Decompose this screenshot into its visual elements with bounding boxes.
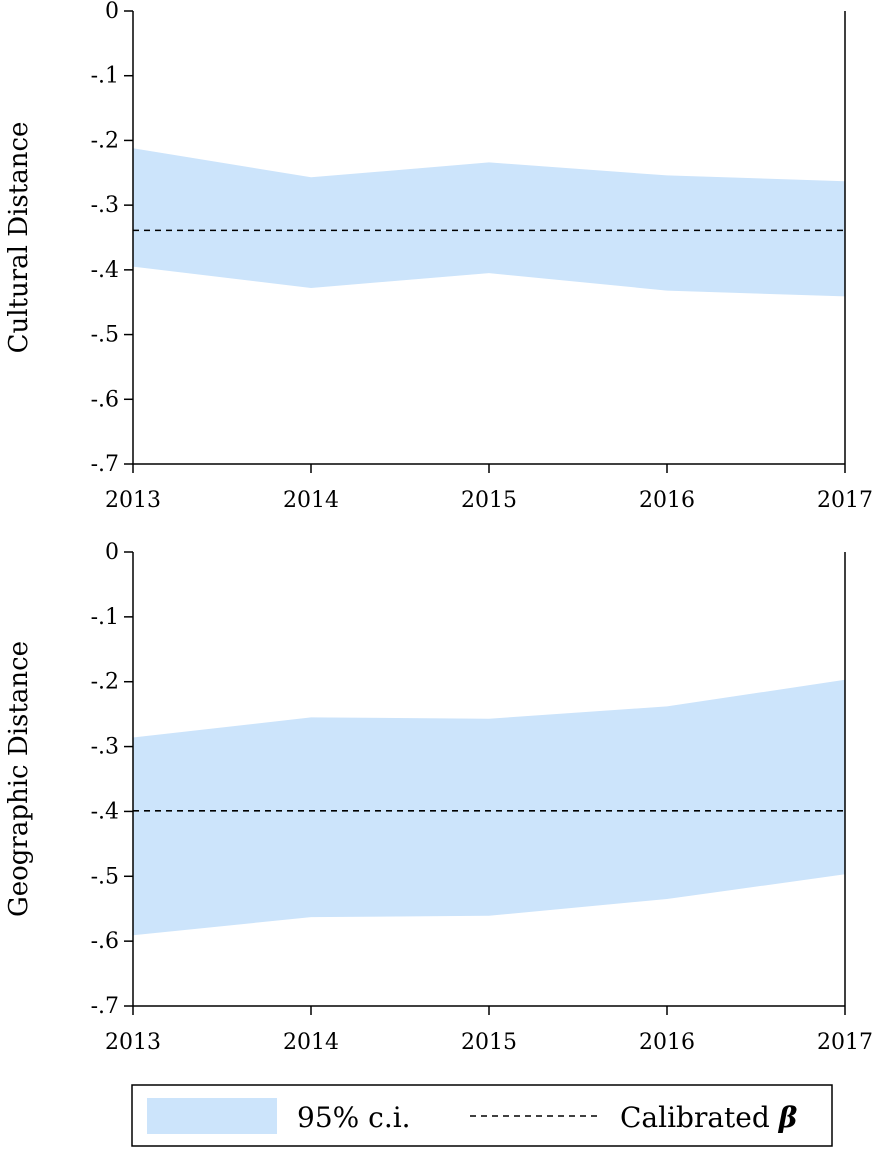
legend-beta-text: Calibrated β [620,1101,798,1134]
legend-ci-label: 95% c.i. [297,1101,411,1134]
y-tick-label: -.5 [91,323,119,348]
y-tick-label: -.2 [91,128,119,153]
y-axis-title: Geographic Distance [4,641,34,917]
y-tick-label: 0 [105,540,119,565]
x-tick-label: 2015 [461,488,517,513]
y-tick-label: -.1 [91,64,119,89]
x-tick-label: 2013 [105,1030,161,1055]
legend: 95% c.i. Calibrated β [131,1084,833,1147]
x-tick-label: 2014 [283,1030,339,1055]
ci-band [133,679,845,936]
y-tick-label: -.7 [91,452,119,477]
y-tick-label: -.4 [91,799,119,824]
legend-beta-label: Calibrated [620,1101,770,1134]
y-tick-label: -.3 [91,193,119,218]
y-tick-label: -.6 [91,387,119,412]
x-tick-label: 2014 [283,488,339,513]
x-tick-label: 2013 [105,488,161,513]
y-tick-label: 0 [105,0,119,24]
y-tick-label: -.3 [91,735,119,760]
legend-beta-symbol: β [778,1101,798,1134]
x-tick-label: 2017 [817,1030,873,1055]
x-tick-label: 2015 [461,1030,517,1055]
ci-band [133,148,845,297]
legend-box [131,1084,833,1147]
y-tick-label: -.4 [91,258,119,283]
x-tick-label: 2017 [817,488,873,513]
y-tick-label: -.6 [91,929,119,954]
panel-cultural-distance: 0 -.1 -.2 -.3 -.4 -.5 -.6 -.7 2013 2014 2015 2016 20… [4,0,873,513]
y-tick-label: -.7 [91,994,119,1019]
legend-ci-swatch [147,1098,277,1134]
x-tick-label: 2016 [639,1030,695,1055]
y-axis-title: Cultural Distance [4,122,34,354]
x-tick-label: 2016 [639,488,695,513]
y-tick-label: -.5 [91,864,119,889]
y-tick-label: -.2 [91,670,119,695]
y-tick-label: -.1 [91,605,119,630]
panel-geographic-distance: 0 -.1 -.2 -.3 -.4 -.5 -.6 -.7 2013 2014 2015 2016 20… [4,540,873,1055]
